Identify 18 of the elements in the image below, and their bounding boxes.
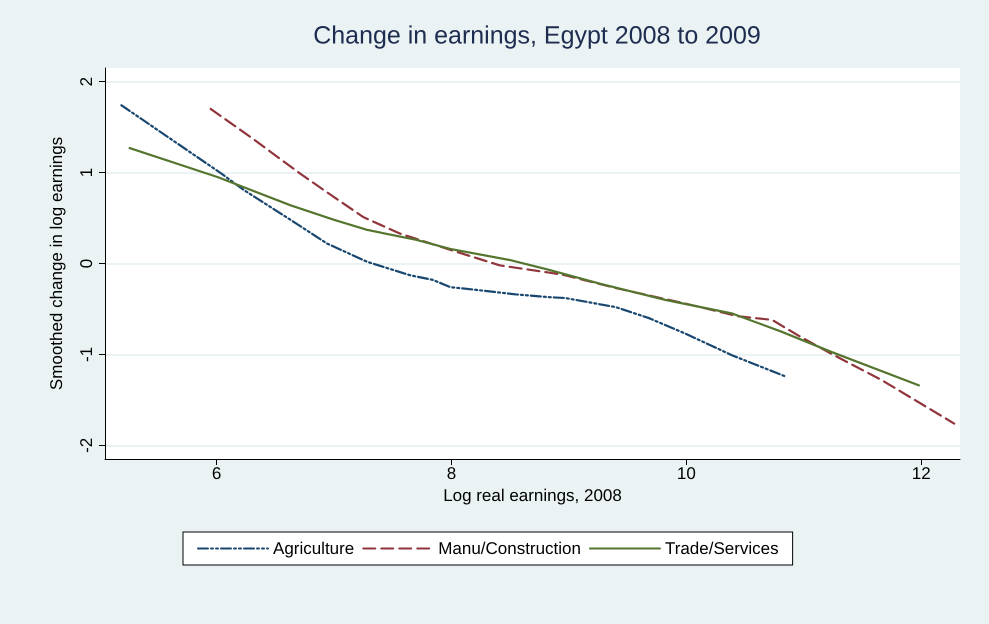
line-series [210, 108, 956, 425]
line-series [120, 104, 786, 378]
x-tick-label: 8 [446, 464, 456, 483]
y-tick-label: -1 [77, 346, 96, 362]
x-tick-label: 6 [212, 464, 222, 483]
x-tick-label: 10 [676, 464, 696, 483]
y-tick-label: 2 [77, 76, 96, 86]
x-axis-title: Log real earnings, 2008 [443, 486, 622, 505]
x-tick-label: 12 [912, 464, 931, 483]
y-tick-label: -2 [77, 438, 96, 453]
legend-label: Agriculture [273, 539, 354, 558]
chart-title: Change in earnings, Egypt 2008 to 2009 [313, 22, 761, 50]
legend-label: Manu/Construction [438, 539, 581, 558]
y-tick-label: 0 [77, 258, 96, 268]
y-tick-label: 1 [77, 168, 96, 178]
line-series [128, 146, 920, 386]
y-axis-title: Smoothed change in log earnings [47, 136, 66, 390]
legend-label: Trade/Services [664, 539, 779, 558]
